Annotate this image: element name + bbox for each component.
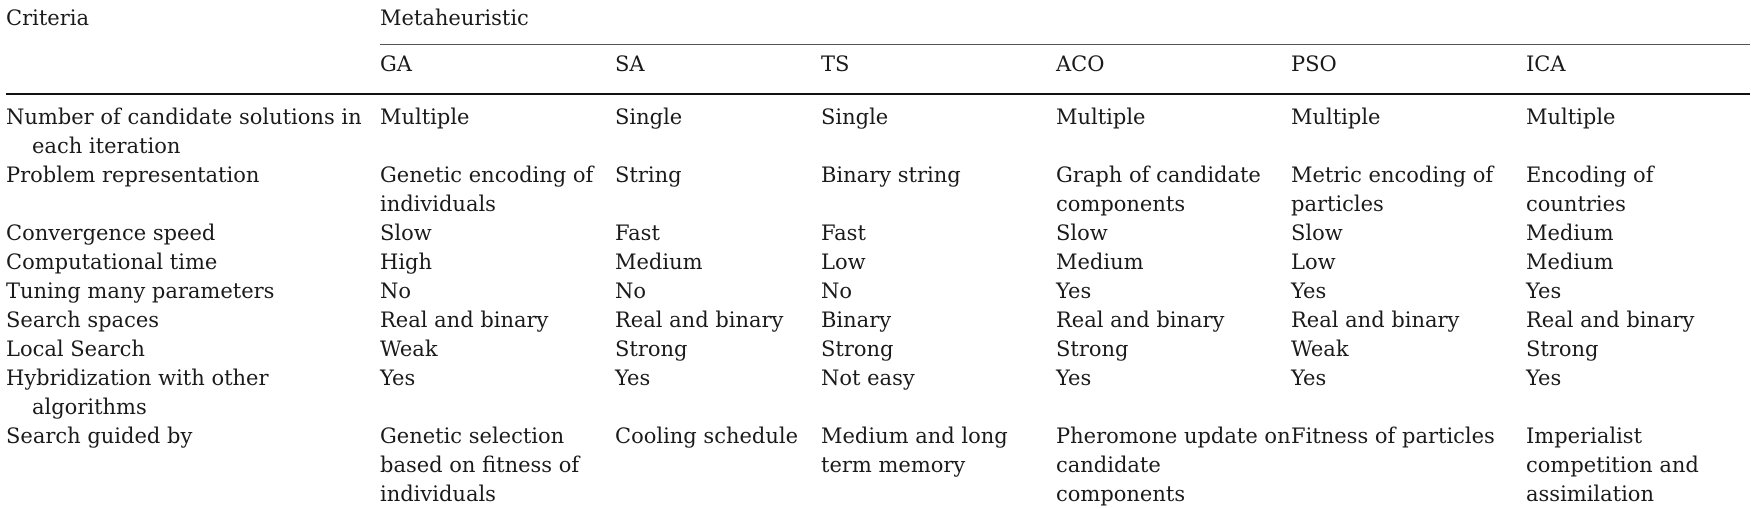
value-cell-aco: Medium <box>1056 250 1144 274</box>
value-cell-ts: Binary <box>821 308 892 332</box>
value-cell-ica: Real and binary <box>1526 308 1695 332</box>
criteria-header: Criteria <box>6 6 89 30</box>
value-cell-pso: Fitness of particles <box>1291 424 1495 448</box>
table-body: Number of candidate solutions in each it… <box>6 94 1750 509</box>
value-cell-ts: Single <box>821 105 889 129</box>
value-cell-pso: Low <box>1291 250 1336 274</box>
algorithm-header-sa: SA <box>615 44 821 94</box>
criterion-cell: Convergence speed <box>6 219 380 248</box>
value-cell-sa: Single <box>615 105 683 129</box>
value-cell-ga: Slow <box>380 221 432 245</box>
header-algorithm-row: GA SA TS ACO PSO ICA <box>6 44 1751 95</box>
value-cell-ga: Real and binary <box>380 308 549 332</box>
criterion-label: Convergence speed <box>6 221 216 245</box>
criterion-cell: Search guided by <box>6 422 380 509</box>
value-cell-pso: Slow <box>1291 221 1343 245</box>
value-cell-ga: Yes <box>380 366 416 390</box>
header-group-row: Criteria Metaheuristic <box>6 4 1750 45</box>
value-cell-ica: Yes <box>1526 279 1562 303</box>
value-cell-aco: Real and binary <box>1056 308 1225 332</box>
table-row: Search spaces Real and binary Real and bin… <box>6 306 1750 335</box>
value-cell-aco: Yes <box>1056 279 1092 303</box>
value-cell-ica: Encoding of countries <box>1526 163 1654 216</box>
value-cell-ts: Fast <box>821 221 866 245</box>
criterion-label: Local Search <box>6 337 145 361</box>
criterion-cell: Tuning many parameters <box>6 277 380 306</box>
table-row: Tuning many parameters No No No Yes Yes Yes <box>6 277 1750 306</box>
value-cell-aco: Graph of candidate components <box>1056 163 1261 216</box>
value-cell-aco: Slow <box>1056 221 1108 245</box>
criterion-cell: Problem representation <box>6 161 380 219</box>
criterion-cell: Hybridization with other algorithms <box>6 364 380 422</box>
value-cell-ga: High <box>380 250 432 274</box>
value-cell-ts: Low <box>821 250 866 274</box>
table-row: Search guided by Genetic selection based … <box>6 422 1750 509</box>
value-cell-ga: Genetic encoding of individuals <box>380 163 594 216</box>
table-row: Hybridization with other algorithms Yes Ye… <box>6 364 1750 422</box>
table-row: Number of candidate solutions in each it… <box>6 94 1750 161</box>
value-cell-ica: Strong <box>1526 337 1599 361</box>
criterion-label: Tuning many parameters <box>6 279 275 303</box>
value-cell-pso: Metric encoding of particles <box>1291 163 1494 216</box>
value-cell-sa: String <box>615 163 682 187</box>
value-cell-sa: Strong <box>615 337 688 361</box>
value-cell-ica: Multiple <box>1526 105 1616 129</box>
algorithm-header-ica: ICA <box>1526 44 1751 94</box>
value-cell-ica: Yes <box>1526 366 1562 390</box>
value-cell-sa: No <box>615 279 647 303</box>
value-cell-sa: Real and binary <box>615 308 784 332</box>
criterion-label: Number of candidate solutions in each it… <box>6 105 362 158</box>
value-cell-sa: Yes <box>615 366 651 390</box>
value-cell-ga: Weak <box>380 337 438 361</box>
criterion-label: Search guided by <box>6 424 193 448</box>
value-cell-pso: Yes <box>1291 366 1327 390</box>
criterion-cell: Search spaces <box>6 306 380 335</box>
value-cell-ica: Medium <box>1526 250 1614 274</box>
criteria-header-spacer <box>6 45 380 95</box>
value-cell-aco: Multiple <box>1056 105 1146 129</box>
value-cell-ga: No <box>380 279 412 303</box>
table-row: Computational time High Medium Low Medium Low… <box>6 248 1750 277</box>
criterion-cell: Number of candidate solutions in each it… <box>6 94 380 161</box>
algorithm-header-ts: TS <box>821 44 1056 94</box>
value-cell-pso: Multiple <box>1291 105 1381 129</box>
value-cell-pso: Weak <box>1291 337 1349 361</box>
criterion-cell: Local Search <box>6 335 380 364</box>
criterion-label: Search spaces <box>6 308 160 332</box>
value-cell-ts: Medium and long term memory <box>821 424 1008 477</box>
value-cell-aco: Yes <box>1056 366 1092 390</box>
algorithm-header-aco: ACO <box>1056 44 1291 94</box>
criterion-label: Hybridization with other algorithms <box>6 366 269 419</box>
metaheuristic-header: Metaheuristic <box>380 6 529 30</box>
value-cell-sa: Medium <box>615 250 703 274</box>
value-cell-sa: Cooling schedule <box>615 424 799 448</box>
criterion-label: Problem representation <box>6 163 260 187</box>
value-cell-ts: No <box>821 279 853 303</box>
page: Criteria Metaheuristic GA SA TS ACO PSO … <box>6 6 1751 506</box>
table-header: Criteria Metaheuristic GA SA TS ACO PSO … <box>6 4 1751 95</box>
algorithm-header-pso: PSO <box>1291 44 1526 94</box>
value-cell-sa: Fast <box>615 221 660 245</box>
value-cell-ts: Binary string <box>821 163 961 187</box>
value-cell-pso: Yes <box>1291 279 1327 303</box>
value-cell-ga: Multiple <box>380 105 470 129</box>
table-row: Problem representation Genetic encoding o… <box>6 161 1750 219</box>
metaheuristic-comparison-table: Criteria Metaheuristic GA SA TS ACO PSO … <box>6 4 1751 509</box>
value-cell-aco: Strong <box>1056 337 1129 361</box>
value-cell-ts: Strong <box>821 337 894 361</box>
table-row: Convergence speed Slow Fast Fast Slow Slow Med… <box>6 219 1750 248</box>
value-cell-ts: Not easy <box>821 366 915 390</box>
table-row: Local Search Weak Strong Strong Strong Weak St… <box>6 335 1750 364</box>
value-cell-pso: Real and binary <box>1291 308 1460 332</box>
algorithm-header-ga: GA <box>380 44 615 94</box>
value-cell-ica: Medium <box>1526 221 1614 245</box>
criterion-label: Computational time <box>6 250 218 274</box>
criterion-cell: Computational time <box>6 248 380 277</box>
